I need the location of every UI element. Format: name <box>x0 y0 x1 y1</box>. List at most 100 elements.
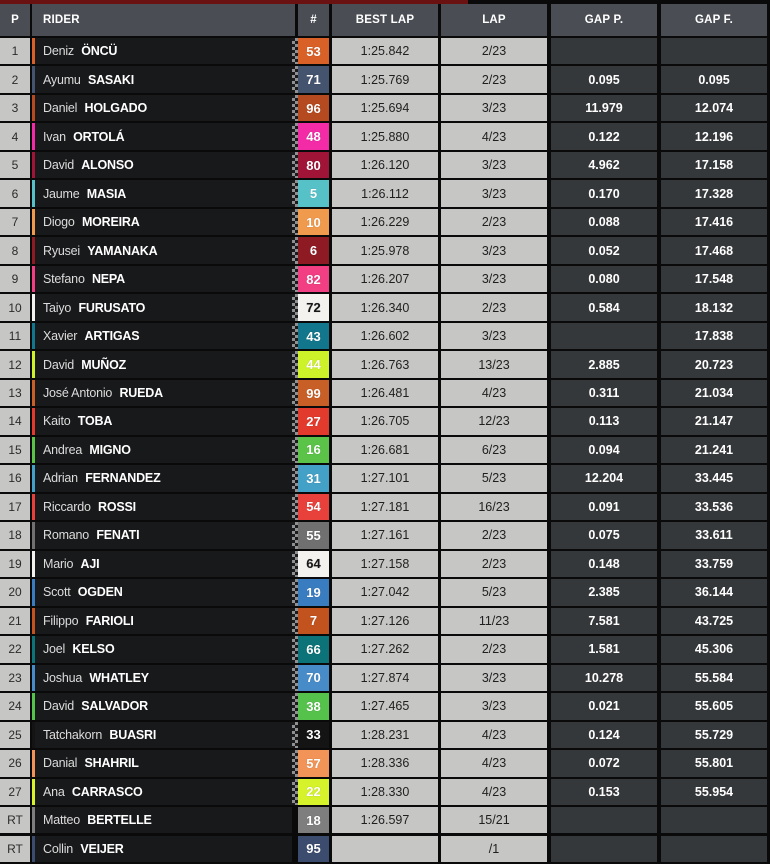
position-cell: 19 <box>0 550 30 578</box>
rider-row[interactable]: 12 David MUÑOZ 44 1:26.763 13/23 2.885 2… <box>0 351 770 378</box>
rider-row[interactable]: 14 Kaito TOBA 27 1:26.705 12/23 0.113 21… <box>0 408 770 435</box>
rider-cell: David MUÑOZ <box>32 351 292 378</box>
gap-prev-cell: 0.088 <box>551 208 657 236</box>
rider-row[interactable]: 17 Riccardo ROSSI 54 1:27.181 16/23 0.09… <box>0 493 770 521</box>
rider-row[interactable]: 27 Ana CARRASCO 22 1:28.330 4/23 0.153 5… <box>0 778 770 805</box>
best-lap-cell: 1:27.262 <box>332 636 438 663</box>
rider-first-name: Andrea <box>43 442 86 457</box>
rider-row[interactable]: 10 Taiyo FURUSATO 72 1:26.340 2/23 0.584… <box>0 294 770 321</box>
rider-number-plate: 43 <box>298 322 329 350</box>
lap-cell: 2/23 <box>441 636 547 663</box>
best-lap-cell: 1:27.158 <box>332 550 438 578</box>
rider-row[interactable]: 25 Tatchakorn BUASRI 33 1:28.231 4/23 0.… <box>0 721 770 749</box>
rider-cell: Ryusei YAMANAKA <box>32 237 292 264</box>
best-lap-cell: 1:27.161 <box>332 522 438 549</box>
rider-first-name: Danial <box>43 756 81 771</box>
gap-first-cell: 21.241 <box>661 436 767 464</box>
rider-row[interactable]: 7 Diogo MOREIRA 10 1:26.229 2/23 0.088 1… <box>0 208 770 236</box>
checkered-flag-strip <box>292 351 298 378</box>
team-color-accent <box>32 550 35 578</box>
lap-cell: 2/23 <box>441 66 547 93</box>
rider-number-plate: 64 <box>298 550 329 578</box>
position-cell: 14 <box>0 408 30 435</box>
rider-number-plate: 16 <box>298 436 329 464</box>
rider-row[interactable]: 3 Daniel HOLGADO 96 1:25.694 3/23 11.979… <box>0 94 770 122</box>
best-lap-cell: 1:26.207 <box>332 265 438 293</box>
rider-row[interactable]: 20 Scott OGDEN 19 1:27.042 5/23 2.385 36… <box>0 579 770 606</box>
rider-first-name: Ayumu <box>43 72 84 87</box>
rider-row[interactable]: 18 Romano FENATI 55 1:27.161 2/23 0.075 … <box>0 522 770 549</box>
rider-cell: Ivan ORTOLÁ <box>32 123 292 150</box>
rider-cell: Tatchakorn BUASRI <box>32 721 292 749</box>
rider-cell: Taiyo FURUSATO <box>32 294 292 321</box>
rider-number-plate: 22 <box>298 778 329 805</box>
rider-row[interactable]: 15 Andrea MIGNO 16 1:26.681 6/23 0.094 2… <box>0 436 770 464</box>
rider-row[interactable]: 6 Jaume MASIA 5 1:26.112 3/23 0.170 17.3… <box>0 180 770 207</box>
lap-cell: 3/23 <box>441 322 547 350</box>
rider-last-name: TOBA <box>77 414 113 429</box>
rider-row[interactable]: 1 Deniz ÖNCÜ 53 1:25.842 2/23 <box>0 38 770 65</box>
rider-first-name: Taiyo <box>43 300 75 315</box>
rider-row[interactable]: 2 Ayumu SASAKI 71 1:25.769 2/23 0.095 0.… <box>0 66 770 93</box>
rider-row[interactable]: 21 Filippo FARIOLI 7 1:27.126 11/23 7.58… <box>0 607 770 635</box>
gap-prev-cell: 2.885 <box>551 351 657 378</box>
rider-row[interactable]: 5 David ALONSO 80 1:26.120 3/23 4.962 17… <box>0 151 770 179</box>
gap-first-cell: 21.034 <box>661 379 767 407</box>
rider-number-plate: 82 <box>298 265 329 293</box>
rider-first-name: David <box>43 699 78 714</box>
rider-row[interactable]: 11 Xavier ARTIGAS 43 1:26.602 3/23 17.83… <box>0 322 770 350</box>
position-cell: RT <box>0 835 30 862</box>
rider-first-name: Xavier <box>43 329 81 344</box>
best-lap-cell: 1:28.330 <box>332 778 438 805</box>
rider-row[interactable]: 22 Joel KELSO 66 1:27.262 2/23 1.581 45.… <box>0 636 770 663</box>
rider-first-name: Ivan <box>43 129 70 144</box>
rider-row[interactable]: 16 Adrian FERNANDEZ 31 1:27.101 5/23 12.… <box>0 465 770 492</box>
gap-first-cell: 33.445 <box>661 465 767 492</box>
rider-row[interactable]: 24 David SALVADOR 38 1:27.465 3/23 0.021… <box>0 693 770 720</box>
rider-row[interactable]: RT Collin VEIJER 95 /1 <box>0 835 770 862</box>
team-color-accent <box>32 123 35 150</box>
rider-cell: Xavier ARTIGAS <box>32 322 292 350</box>
checkered-flag-strip <box>292 778 298 805</box>
header-rider: RIDER <box>32 4 295 36</box>
rider-row[interactable]: 19 Mario AJI 64 1:27.158 2/23 0.148 33.7… <box>0 550 770 578</box>
rider-row[interactable]: 9 Stefano NEPA 82 1:26.207 3/23 0.080 17… <box>0 265 770 293</box>
rider-last-name: FENATI <box>96 528 140 543</box>
gap-first-cell: 55.801 <box>661 750 767 777</box>
gap-first-cell: 17.328 <box>661 180 767 207</box>
team-color-accent <box>32 750 35 777</box>
rider-row[interactable]: RT Matteo BERTELLE 18 1:26.597 15/21 <box>0 807 770 834</box>
rider-cell: Daniel HOLGADO <box>32 94 292 122</box>
team-color-accent <box>32 835 35 862</box>
lap-cell: 4/23 <box>441 750 547 777</box>
gap-prev-cell: 0.072 <box>551 750 657 777</box>
best-lap-cell: 1:27.874 <box>332 664 438 692</box>
position-cell: 4 <box>0 123 30 150</box>
best-lap-cell: 1:25.842 <box>332 38 438 65</box>
position-cell: 8 <box>0 237 30 264</box>
position-cell: 6 <box>0 180 30 207</box>
best-lap-cell: 1:26.705 <box>332 408 438 435</box>
checkered-flag-strip <box>292 237 298 264</box>
gap-first-cell: 12.196 <box>661 123 767 150</box>
rider-row[interactable]: 4 Ivan ORTOLÁ 48 1:25.880 4/23 0.122 12.… <box>0 123 770 150</box>
gap-first-cell: 17.838 <box>661 322 767 350</box>
best-lap-cell: 1:25.880 <box>332 123 438 150</box>
rider-row[interactable]: 26 Danial SHAHRIL 57 1:28.336 4/23 0.072… <box>0 750 770 777</box>
gap-prev-cell: 11.979 <box>551 94 657 122</box>
rider-last-name: MOREIRA <box>81 215 140 230</box>
gap-prev-cell: 4.962 <box>551 151 657 179</box>
gap-prev-cell <box>551 835 657 862</box>
best-lap-cell: 1:26.597 <box>332 807 438 834</box>
gap-prev-cell: 0.052 <box>551 237 657 264</box>
rider-row[interactable]: 8 Ryusei YAMANAKA 6 1:25.978 3/23 0.052 … <box>0 237 770 264</box>
rider-last-name: RUEDA <box>119 386 163 400</box>
rider-row[interactable]: 13 José Antonio RUEDA 99 1:26.481 4/23 0… <box>0 379 770 407</box>
rider-cell: Riccardo ROSSI <box>32 493 292 521</box>
rider-row[interactable]: 23 Joshua WHATLEY 70 1:27.874 3/23 10.27… <box>0 664 770 692</box>
gap-prev-cell: 0.021 <box>551 693 657 720</box>
gap-first-cell: 18.132 <box>661 294 767 321</box>
gap-prev-cell: 0.153 <box>551 778 657 805</box>
rider-cell: Stefano NEPA <box>32 265 292 293</box>
lap-cell: 3/23 <box>441 693 547 720</box>
